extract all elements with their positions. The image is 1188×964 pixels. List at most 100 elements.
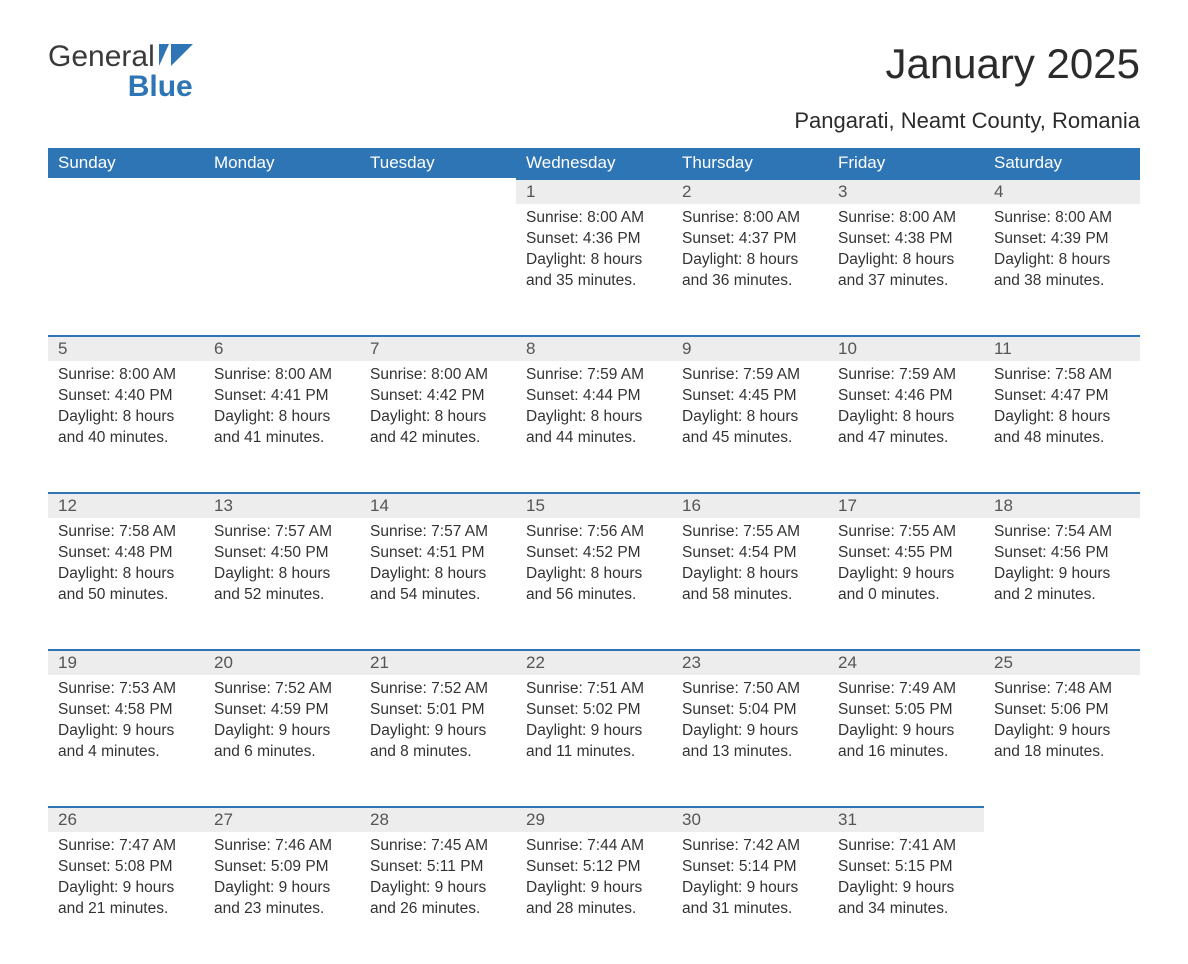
daylight-line2: and 56 minutes. (526, 585, 662, 606)
sunset-line: Sunset: 4:40 PM (58, 386, 194, 407)
day-content-cell: Sunrise: 7:57 AMSunset: 4:51 PMDaylight:… (360, 518, 516, 650)
day-content-cell: Sunrise: 8:00 AMSunset: 4:37 PMDaylight:… (672, 204, 828, 336)
sunset-line: Sunset: 4:51 PM (370, 543, 506, 564)
daylight-line2: and 13 minutes. (682, 742, 818, 763)
day-number-cell: 16 (672, 493, 828, 518)
daylight-line2: and 37 minutes. (838, 271, 974, 292)
daylight-line2: and 6 minutes. (214, 742, 350, 763)
day-number-cell: 20 (204, 650, 360, 675)
daylight-line2: and 0 minutes. (838, 585, 974, 606)
day-number-cell: 21 (360, 650, 516, 675)
day-content-cell (360, 204, 516, 336)
sunrise-line: Sunrise: 7:55 AM (682, 522, 818, 543)
day-content-cell: Sunrise: 7:42 AMSunset: 5:14 PMDaylight:… (672, 832, 828, 964)
daylight-line2: and 16 minutes. (838, 742, 974, 763)
day-content-cell: Sunrise: 7:55 AMSunset: 4:54 PMDaylight:… (672, 518, 828, 650)
sunrise-line: Sunrise: 8:00 AM (838, 208, 974, 229)
sunrise-line: Sunrise: 7:42 AM (682, 836, 818, 857)
day-number-cell: 2 (672, 179, 828, 204)
day-number-cell (48, 179, 204, 204)
daylight-line: Daylight: 9 hours (58, 721, 194, 742)
daylight-line2: and 54 minutes. (370, 585, 506, 606)
day-number-cell: 8 (516, 336, 672, 361)
day-content-cell: Sunrise: 7:46 AMSunset: 5:09 PMDaylight:… (204, 832, 360, 964)
day-content-cell: Sunrise: 7:49 AMSunset: 5:05 PMDaylight:… (828, 675, 984, 807)
day-content-cell (204, 204, 360, 336)
col-header: Sunday (48, 148, 204, 179)
day-number-cell (204, 179, 360, 204)
sunset-line: Sunset: 5:04 PM (682, 700, 818, 721)
daynum-row: 1234 (48, 179, 1140, 204)
day-content-cell: Sunrise: 8:00 AMSunset: 4:39 PMDaylight:… (984, 204, 1140, 336)
sunrise-line: Sunrise: 8:00 AM (526, 208, 662, 229)
page-title: January 2025 (885, 40, 1140, 88)
day-content-cell: Sunrise: 7:57 AMSunset: 4:50 PMDaylight:… (204, 518, 360, 650)
day-content-cell: Sunrise: 7:58 AMSunset: 4:48 PMDaylight:… (48, 518, 204, 650)
daylight-line: Daylight: 8 hours (58, 407, 194, 428)
sunset-line: Sunset: 5:05 PM (838, 700, 974, 721)
daynum-row: 12131415161718 (48, 493, 1140, 518)
daylight-line2: and 44 minutes. (526, 428, 662, 449)
sunrise-line: Sunrise: 7:46 AM (214, 836, 350, 857)
daylight-line: Daylight: 9 hours (838, 721, 974, 742)
daylight-line2: and 47 minutes. (838, 428, 974, 449)
sunrise-line: Sunrise: 7:56 AM (526, 522, 662, 543)
day-number-cell: 12 (48, 493, 204, 518)
day-number-cell: 29 (516, 807, 672, 832)
day-content-cell: Sunrise: 8:00 AMSunset: 4:36 PMDaylight:… (516, 204, 672, 336)
sunset-line: Sunset: 5:02 PM (526, 700, 662, 721)
daylight-line: Daylight: 9 hours (214, 721, 350, 742)
day-number-cell: 6 (204, 336, 360, 361)
day-number-cell: 15 (516, 493, 672, 518)
sunset-line: Sunset: 4:46 PM (838, 386, 974, 407)
sunrise-line: Sunrise: 7:59 AM (526, 365, 662, 386)
daynum-row: 567891011 (48, 336, 1140, 361)
sunset-line: Sunset: 4:50 PM (214, 543, 350, 564)
day-content-cell: Sunrise: 7:45 AMSunset: 5:11 PMDaylight:… (360, 832, 516, 964)
col-header: Thursday (672, 148, 828, 179)
day-number-cell: 25 (984, 650, 1140, 675)
day-content-cell: Sunrise: 7:47 AMSunset: 5:08 PMDaylight:… (48, 832, 204, 964)
content-row: Sunrise: 7:58 AMSunset: 4:48 PMDaylight:… (48, 518, 1140, 650)
day-number-cell: 19 (48, 650, 204, 675)
sunrise-line: Sunrise: 7:50 AM (682, 679, 818, 700)
sunrise-line: Sunrise: 7:41 AM (838, 836, 974, 857)
day-content-cell: Sunrise: 7:59 AMSunset: 4:45 PMDaylight:… (672, 361, 828, 493)
daylight-line2: and 31 minutes. (682, 899, 818, 920)
daylight-line2: and 50 minutes. (58, 585, 194, 606)
day-number-cell: 13 (204, 493, 360, 518)
daylight-line: Daylight: 9 hours (214, 878, 350, 899)
daylight-line2: and 35 minutes. (526, 271, 662, 292)
daylight-line: Daylight: 8 hours (370, 564, 506, 585)
day-content-cell: Sunrise: 8:00 AMSunset: 4:40 PMDaylight:… (48, 361, 204, 493)
sunset-line: Sunset: 4:54 PM (682, 543, 818, 564)
day-content-cell: Sunrise: 7:52 AMSunset: 5:01 PMDaylight:… (360, 675, 516, 807)
daylight-line2: and 41 minutes. (214, 428, 350, 449)
day-content-cell (984, 832, 1140, 964)
daylight-line: Daylight: 8 hours (526, 564, 662, 585)
daylight-line2: and 23 minutes. (214, 899, 350, 920)
day-content-cell: Sunrise: 8:00 AMSunset: 4:41 PMDaylight:… (204, 361, 360, 493)
daylight-line: Daylight: 9 hours (682, 878, 818, 899)
logo-word2: Blue (48, 72, 193, 102)
sunrise-line: Sunrise: 7:45 AM (370, 836, 506, 857)
day-number-cell: 27 (204, 807, 360, 832)
day-content-cell (48, 204, 204, 336)
day-number-cell: 26 (48, 807, 204, 832)
sunrise-line: Sunrise: 7:59 AM (682, 365, 818, 386)
daylight-line2: and 38 minutes. (994, 271, 1130, 292)
day-number-cell: 31 (828, 807, 984, 832)
daylight-line2: and 42 minutes. (370, 428, 506, 449)
sunrise-line: Sunrise: 8:00 AM (682, 208, 818, 229)
sunrise-line: Sunrise: 8:00 AM (214, 365, 350, 386)
sunrise-line: Sunrise: 7:44 AM (526, 836, 662, 857)
day-number-cell: 17 (828, 493, 984, 518)
daylight-line: Daylight: 8 hours (682, 250, 818, 271)
sunset-line: Sunset: 4:59 PM (214, 700, 350, 721)
daylight-line2: and 40 minutes. (58, 428, 194, 449)
daylight-line: Daylight: 8 hours (214, 564, 350, 585)
sunrise-line: Sunrise: 7:49 AM (838, 679, 974, 700)
sunrise-line: Sunrise: 7:51 AM (526, 679, 662, 700)
daylight-line: Daylight: 8 hours (838, 250, 974, 271)
day-content-cell: Sunrise: 7:58 AMSunset: 4:47 PMDaylight:… (984, 361, 1140, 493)
